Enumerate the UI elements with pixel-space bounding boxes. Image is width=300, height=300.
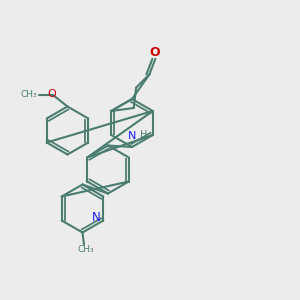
Text: N: N bbox=[92, 211, 101, 224]
Text: O: O bbox=[149, 46, 160, 59]
Text: CH₃: CH₃ bbox=[77, 245, 94, 254]
Text: H: H bbox=[140, 130, 147, 140]
Text: N: N bbox=[128, 131, 136, 141]
Text: CH₃: CH₃ bbox=[21, 90, 37, 99]
Text: O: O bbox=[48, 89, 57, 99]
